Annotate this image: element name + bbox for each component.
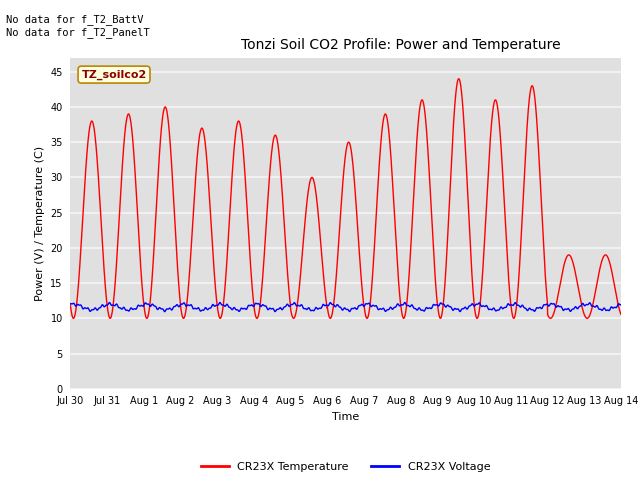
Text: TZ_soilco2: TZ_soilco2 xyxy=(81,70,147,80)
X-axis label: Time: Time xyxy=(332,412,359,422)
Legend: CR23X Temperature, CR23X Voltage: CR23X Temperature, CR23X Voltage xyxy=(196,457,495,476)
Y-axis label: Power (V) / Temperature (C): Power (V) / Temperature (C) xyxy=(35,145,45,301)
Text: No data for f_T2_BattV
No data for f_T2_PanelT: No data for f_T2_BattV No data for f_T2_… xyxy=(6,14,150,38)
Title: Tonzi Soil CO2 Profile: Power and Temperature: Tonzi Soil CO2 Profile: Power and Temper… xyxy=(241,38,561,52)
